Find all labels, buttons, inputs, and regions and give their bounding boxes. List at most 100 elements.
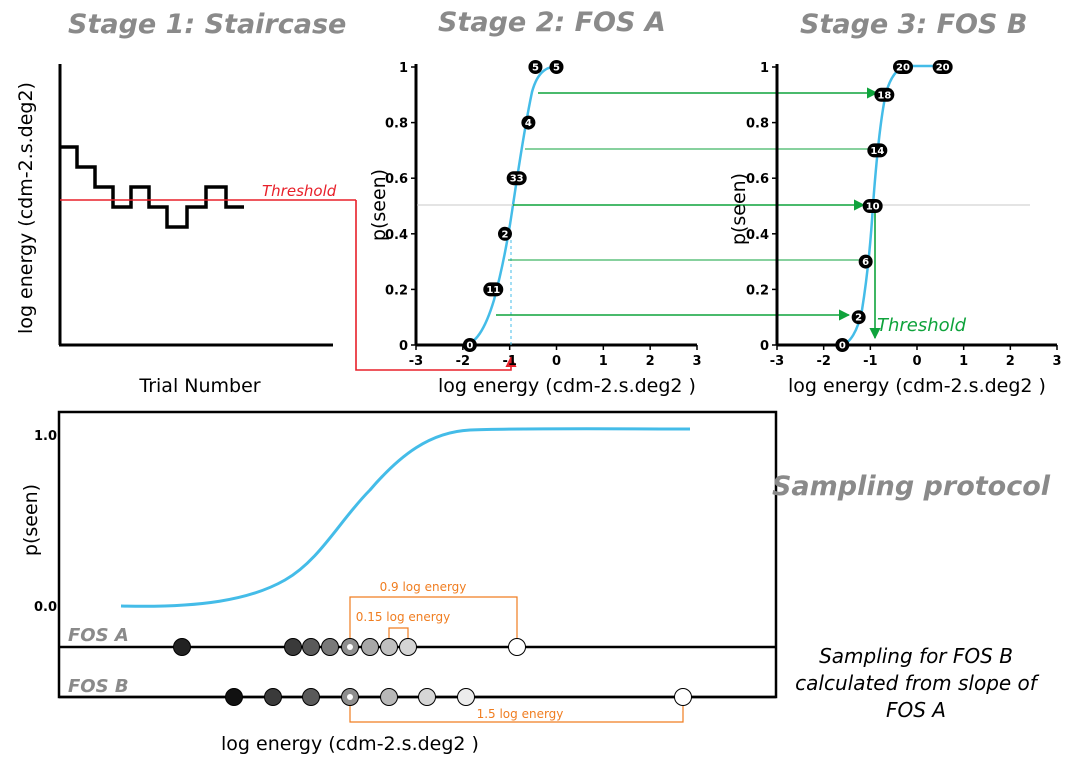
stage3-x-label: log energy (cdm-2.s.deg2 ) [788, 375, 1046, 397]
fos-b-sample-point [264, 688, 282, 706]
fos-marker-count: 14 [870, 146, 884, 157]
fos-marker-count: 0 [839, 341, 846, 352]
x-tick-label: 3 [1052, 354, 1061, 369]
fos-a-threshold-dot [347, 644, 353, 650]
y-tick-label: 1 [399, 61, 408, 76]
y-tick-label: 0.6 [385, 172, 408, 187]
fos-b-samples [225, 688, 692, 706]
fos-a-sample-point [508, 638, 526, 656]
stage1-y-label: log energy (cdm-2.s.deg2) [15, 82, 37, 334]
y-tick-label: 0.6 [746, 172, 769, 187]
fos-marker: 14 [867, 143, 888, 158]
stage1-threshold-label: Threshold [262, 182, 337, 200]
x-tick-label: 1 [959, 354, 968, 369]
sampling-x-label: log energy (cdm-2.s.deg2 ) [221, 733, 479, 755]
fos-b-sample-point [418, 688, 436, 706]
fos-marker-badge [893, 60, 913, 74]
fos-marker-count: 5 [532, 63, 539, 74]
annotation-1.5-label: 1.5 log energy [477, 707, 564, 721]
threshold-transfer-arrow [355, 200, 517, 371]
stage3-panel: -3 -2 -1 0 1 2 3 0 0.2 0.4 0.6 0.8 1 Threshold p(se… [728, 61, 1062, 397]
fos-marker-badge [497, 226, 512, 241]
sampling-y-top: 1.0 [34, 429, 57, 444]
x-tick-label: -1 [502, 354, 516, 369]
stage1-x-label: Trial Number [138, 375, 260, 397]
sampling-y-bottom: 0.0 [34, 600, 57, 615]
sampling-y-label: p(seen) [20, 484, 42, 556]
sampling-panel: 1.0 0.0 p(seen) FOS A FOS B [20, 410, 778, 755]
x-tick-label: 1 [599, 354, 608, 369]
x-tick-label: -3 [409, 354, 423, 369]
annotation-0.9-bracket [349, 596, 518, 638]
stage1-panel: Threshold log energy (cdm-2.s.deg2) Tria… [15, 64, 517, 397]
fos-b-sample-point [225, 688, 243, 706]
stage3-title: Stage 3: FOS B [800, 9, 1027, 40]
annotation-0.15-label: 0.15 log energy [356, 610, 450, 624]
stage3-threshold-label: Threshold [877, 315, 967, 336]
fos-marker: 10 [862, 199, 883, 213]
fos-marker: 2 [497, 226, 512, 241]
fos-b-sample-point [674, 688, 692, 706]
stage2-y-ticks: 0 0.2 0.4 0.6 0.8 1 [385, 61, 416, 354]
y-tick-label: 0.8 [385, 117, 408, 132]
fos-marker-badge [851, 310, 866, 325]
sampling-title: Sampling protocol [772, 471, 1051, 502]
fos-a-sample-point [284, 638, 302, 656]
y-tick-label: 1 [760, 61, 769, 76]
x-tick-label: -1 [863, 354, 877, 369]
x-tick-label: 2 [646, 354, 655, 369]
annotation-0.9-label: 0.9 log energy [380, 580, 467, 594]
fos-marker-badge [874, 87, 895, 102]
staircase-line [60, 145, 244, 229]
fos-marker-badge [506, 171, 527, 186]
fos-marker: 0 [835, 338, 850, 352]
fos-marker-badge [835, 338, 850, 352]
fos-marker-badge [483, 282, 504, 297]
x-tick-label: -2 [816, 354, 830, 369]
fos-marker-count: 20 [896, 63, 910, 74]
annotation-0.15-bracket [388, 627, 409, 638]
caption-line-1: Sampling for FOS B [819, 644, 1013, 668]
fos-marker: 5 [549, 60, 564, 74]
x-tick-label: -3 [770, 354, 784, 369]
fos-marker: 6 [858, 254, 873, 269]
annotation-1.5-bracket [349, 706, 684, 723]
fos-a-sample-point [361, 638, 379, 656]
fos-a-label: FOS A [68, 625, 129, 646]
fos-marker: 20 [893, 60, 913, 74]
fos-b-sample-point [457, 688, 475, 706]
stage3-y-label: p(seen) [728, 173, 750, 245]
x-tick-label: -2 [456, 354, 470, 369]
fos-marker-count: 2 [855, 313, 862, 324]
sampling-fos-curve [120, 427, 691, 608]
fos-marker-badge [549, 60, 564, 74]
y-tick-label: 0 [760, 339, 769, 354]
x-tick-label: 0 [912, 354, 921, 369]
fos-marker-count: 10 [866, 202, 880, 213]
fos-a-samples [173, 638, 526, 656]
fos-marker-badge [862, 199, 883, 213]
fos-marker-count: 5 [553, 63, 560, 74]
transfer-arrows [496, 87, 879, 321]
stage2-x-label: log energy (cdm-2.s.deg2 ) [438, 375, 696, 397]
stage1-title: Stage 1: Staircase [68, 9, 346, 40]
fos-marker-count: 6 [862, 257, 869, 268]
fos-marker-badge [858, 254, 873, 269]
fos-a-sample-point [173, 638, 191, 656]
y-tick-label: 0.4 [746, 228, 769, 243]
x-tick-label: 0 [552, 354, 561, 369]
fos-marker-badge [867, 143, 888, 158]
fos-b-label: FOS B [68, 676, 129, 697]
fos-marker: 2 [851, 310, 866, 325]
y-tick-label: 0.4 [385, 228, 408, 243]
fos-marker-badge [462, 338, 477, 352]
fos-marker-badge [932, 60, 953, 74]
fos-b-sample-point [380, 688, 398, 706]
x-tick-label: 2 [1006, 354, 1015, 369]
fos-b-sample-point [302, 688, 320, 706]
caption-line-3: FOS A [886, 698, 946, 722]
fos-marker: 18 [874, 87, 895, 102]
spacing-annotations: 0.9 log energy 0.15 log energy 1.5 log e… [349, 580, 684, 723]
fos-marker-count: 20 [936, 63, 950, 74]
